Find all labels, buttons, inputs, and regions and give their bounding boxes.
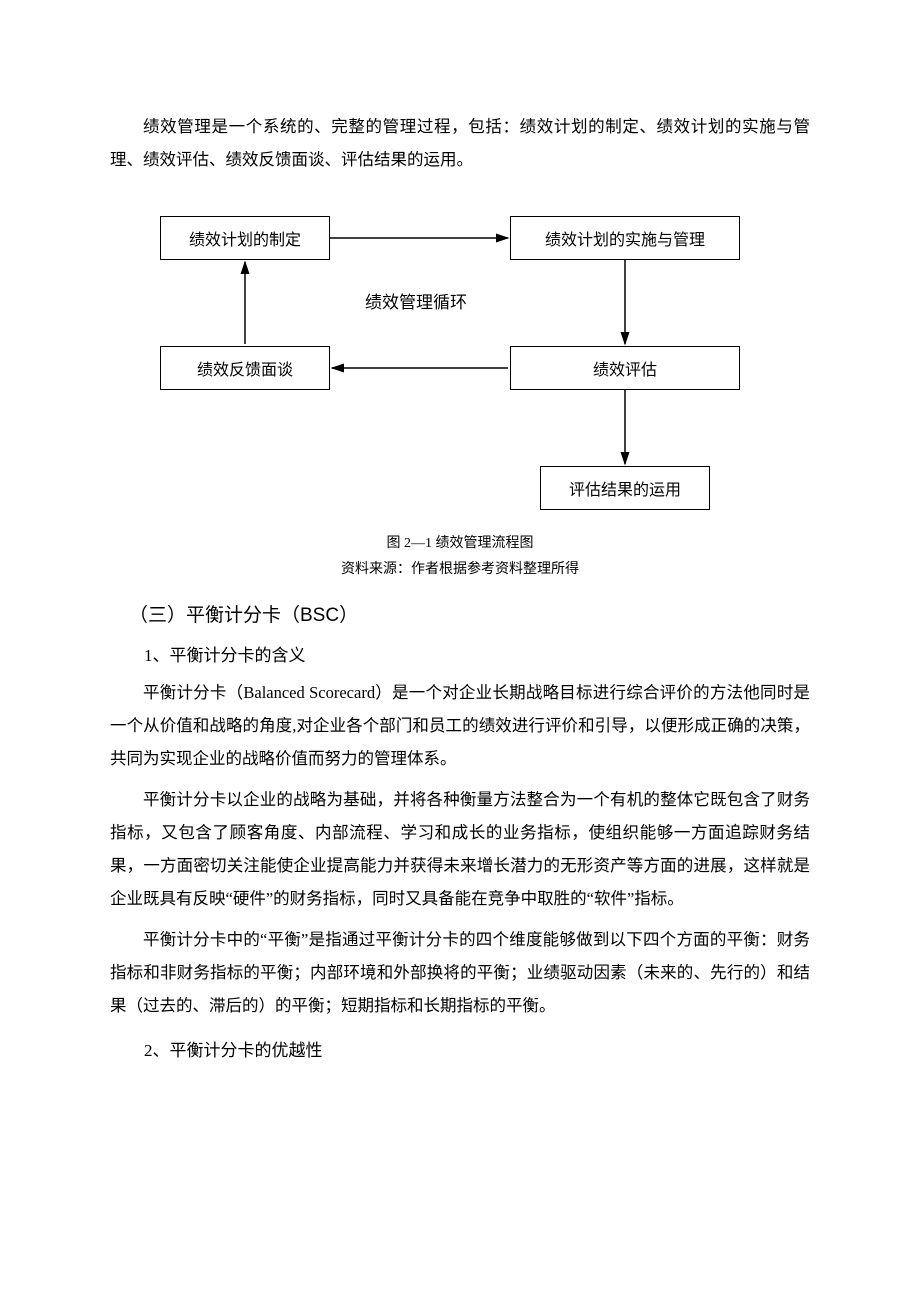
- para-bsc-3: 平衡计分卡中的“平衡”是指通过平衡计分卡的四个维度能够做到以下四个方面的平衡：财…: [110, 923, 810, 1022]
- para-bsc-2: 平衡计分卡以企业的战略为基础，并将各种衡量方法整合为一个有机的整体它既包含了财务…: [110, 783, 810, 915]
- figure-caption: 图 2—1 绩效管理流程图: [110, 532, 810, 552]
- heading-bsc: （三）平衡计分卡（BSC）: [110, 600, 810, 627]
- intro-paragraph: 绩效管理是一个系统的、完整的管理过程，包括：绩效计划的制定、绩效计划的实施与管理…: [110, 110, 810, 176]
- heading-bsc-advantage: 2、平衡计分卡的优越性: [110, 1036, 810, 1061]
- node-result-label: 评估结果的运用: [569, 476, 681, 500]
- node-exec: 绩效计划的实施与管理: [510, 216, 740, 260]
- page-container: 绩效管理是一个系统的、完整的管理过程，包括：绩效计划的制定、绩效计划的实施与管理…: [0, 0, 920, 1131]
- node-feedback: 绩效反馈面谈: [160, 346, 330, 390]
- node-plan: 绩效计划的制定: [160, 216, 330, 260]
- flowchart-diagram: 绩效计划的制定 绩效计划的实施与管理 绩效反馈面谈 绩效评估 评估结果的运用 绩…: [140, 206, 780, 516]
- node-eval: 绩效评估: [510, 346, 740, 390]
- node-feedback-label: 绩效反馈面谈: [197, 356, 293, 380]
- node-exec-label: 绩效计划的实施与管理: [545, 226, 705, 250]
- node-eval-label: 绩效评估: [593, 356, 657, 380]
- node-plan-label: 绩效计划的制定: [189, 226, 301, 250]
- para-bsc-1: 平衡计分卡（Balanced Scorecard）是一个对企业长期战略目标进行综…: [110, 676, 810, 775]
- node-result: 评估结果的运用: [540, 466, 710, 510]
- heading-bsc-meaning: 1、平衡计分卡的含义: [110, 641, 810, 666]
- figure-source: 资料来源：作者根据参考资料整理所得: [110, 558, 810, 578]
- diagram-center-label: 绩效管理循环: [365, 288, 467, 313]
